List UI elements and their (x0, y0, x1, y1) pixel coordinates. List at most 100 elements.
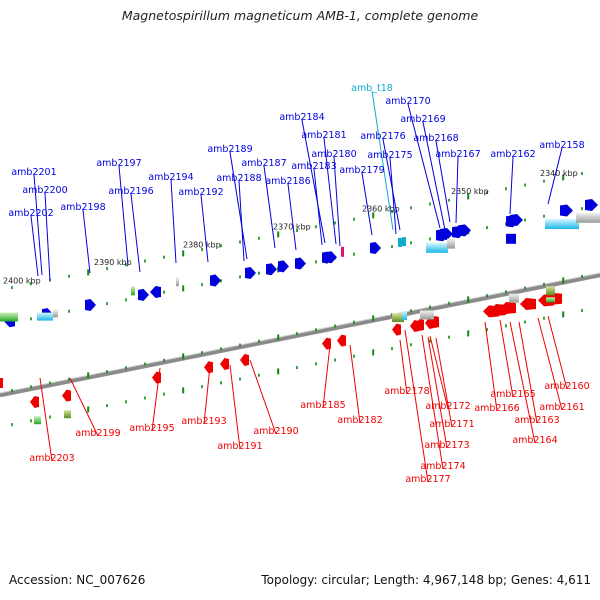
plus-strand-gene (210, 274, 221, 287)
plus-strand-gene (326, 251, 337, 264)
minus-gene-label: amb2190 (253, 426, 298, 437)
plus-gene-label-leader (33, 174, 43, 276)
plus-strand-gene (510, 214, 523, 226)
plus-track-tick (391, 245, 393, 249)
plus-gene-label: amb2194 (148, 172, 193, 183)
plus-track-tick (353, 252, 355, 256)
upper-scale-tick (372, 212, 375, 219)
minus-strand-gene (337, 334, 346, 347)
minus-gene-label-leader (349, 344, 361, 424)
plus-gene-label-leader (238, 180, 245, 262)
plus-strand-gene (278, 260, 289, 273)
minus-track-tick (182, 353, 185, 360)
minus-gene-label-leader (518, 321, 538, 424)
feature-block (53, 309, 58, 318)
minus-gene-label: amb2203 (29, 453, 74, 464)
minus-strand-gene (500, 302, 516, 314)
upper-scale-tick (353, 217, 355, 221)
plus-track-tick (486, 226, 488, 230)
minus-gene-label: amb2177 (405, 474, 450, 485)
upper-scale-tick (239, 240, 241, 244)
minus-track-tick (562, 277, 565, 284)
plus-strand-gene (370, 242, 381, 254)
feature-block (447, 238, 455, 249)
scale-label: 2400 kbp (3, 276, 41, 285)
upper-scale-tick (106, 267, 108, 271)
plus-gene-label-leader (82, 209, 91, 274)
plus-gene-label: amb2169 (400, 114, 445, 125)
plus-strand-gene (266, 263, 277, 276)
lower-scale-tick (201, 385, 203, 389)
minus-gene-label-leader (404, 329, 429, 483)
lower-scale-tick (296, 366, 298, 370)
minus-track-tick (372, 315, 375, 322)
lower-scale-tick (486, 328, 488, 332)
minus-track-tick (486, 294, 488, 298)
plus-gene-label-leader (118, 165, 129, 266)
minus-gene-label-leader (427, 336, 448, 449)
minus-gene-label-leader (484, 321, 498, 412)
plus-track-tick (106, 302, 108, 306)
minus-gene-label-leader (421, 334, 444, 470)
minus-strand-gene (204, 361, 213, 374)
plus-gene-label: amb2168 (413, 133, 458, 144)
upper-scale-tick (524, 183, 526, 187)
upper-scale-tick (486, 191, 488, 195)
upper-scale-tick (87, 269, 90, 276)
feature-block (576, 212, 600, 223)
minus-gene-label: amb2160 (544, 381, 589, 392)
minus-strand-gene (30, 396, 39, 408)
feature-block (0, 312, 18, 322)
upper-scale-tick (467, 193, 470, 200)
plus-gene-label: amb2189 (207, 144, 252, 155)
plus-gene-label: amb2187 (241, 158, 286, 169)
scale-label: 2350 kbp (451, 187, 489, 196)
scale-label: 2380 kbp (183, 240, 221, 249)
minus-track-tick (144, 362, 146, 366)
plus-gene-label-leader (371, 90, 394, 231)
plus-gene-label: amb2184 (279, 112, 324, 123)
page-title: Magnetospirillum magneticum AMB-1, compl… (121, 8, 479, 23)
minus-gene-label: amb2165 (490, 389, 535, 400)
minus-gene-label-leader (499, 319, 514, 398)
minus-track-tick (277, 334, 280, 341)
lower-scale-tick (448, 335, 450, 339)
feature-block (64, 410, 71, 419)
lower-scale-tick (410, 343, 412, 347)
minus-track-tick (543, 282, 545, 286)
plus-strand-gene (85, 299, 96, 311)
minus-gene-label-leader (151, 367, 161, 432)
upper-scale-tick (144, 259, 146, 263)
minus-track-tick (258, 339, 260, 343)
minus-track-tick (163, 358, 165, 362)
minus-gene-label: amb2199 (75, 428, 120, 439)
plus-strand-gene (506, 233, 516, 244)
feature-block (176, 277, 179, 287)
plus-gene-label-leader (229, 151, 248, 260)
minus-gene-label: amb2182 (337, 415, 382, 426)
minus-track-tick (68, 377, 70, 381)
plus-gene-label: amb2197 (96, 158, 141, 169)
genome-backbone (0, 272, 600, 398)
plus-gene-label: amb_t18 (351, 83, 393, 94)
scale-label: 2340 kbp (540, 169, 578, 178)
feature-block (420, 310, 434, 320)
plus-gene-label-leader (333, 156, 341, 247)
upper-scale-tick (448, 198, 450, 202)
plus-gene-label-leader (263, 165, 276, 249)
lower-scale-tick (543, 316, 545, 320)
plus-strand-gene (440, 228, 453, 240)
plus-gene-label: amb2181 (301, 130, 346, 141)
minus-gene-label: amb2173 (424, 440, 469, 451)
plus-track-tick (315, 260, 317, 264)
minus-gene-label: amb2174 (420, 461, 465, 472)
upper-scale-tick (581, 172, 583, 176)
plus-gene-label-leader (130, 193, 141, 273)
plus-gene-label: amb2158 (539, 140, 584, 151)
minus-strand-gene (62, 389, 71, 402)
lower-scale-tick (315, 362, 317, 366)
lower-scale-tick (372, 349, 375, 356)
plus-gene-label: amb2180 (311, 149, 356, 160)
upper-scale-tick (258, 236, 260, 240)
